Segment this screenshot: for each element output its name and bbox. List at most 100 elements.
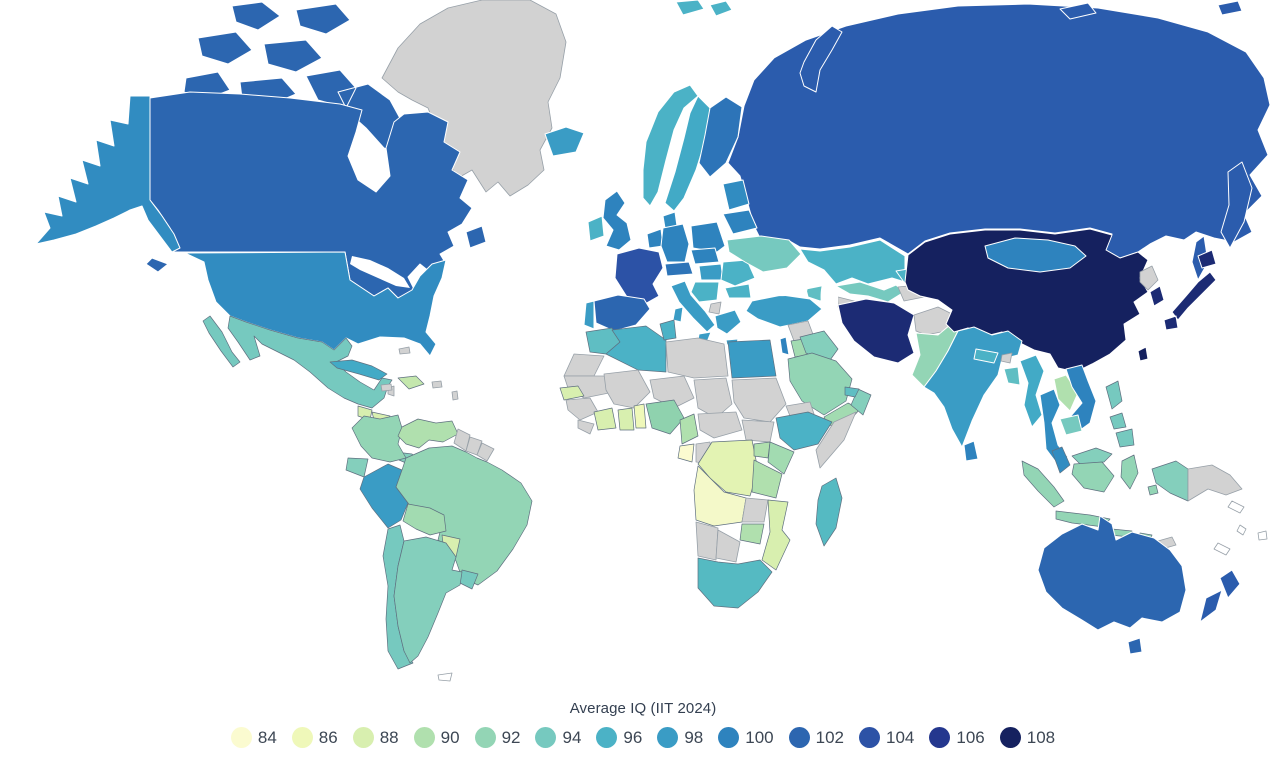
country-germany[interactable] xyxy=(660,223,690,263)
country-algeria[interactable] xyxy=(605,325,667,373)
country-bhutan[interactable] xyxy=(1000,352,1013,364)
country-belarus[interactable] xyxy=(722,209,758,235)
country-france[interactable] xyxy=(614,247,664,306)
country-mali[interactable] xyxy=(603,369,651,409)
country-central-african-republic[interactable] xyxy=(697,411,743,439)
country-taiwan[interactable] xyxy=(1137,346,1149,362)
country-kenya[interactable] xyxy=(767,441,795,475)
country-usa-alaska[interactable] xyxy=(35,95,181,253)
country-cuba[interactable] xyxy=(329,359,388,381)
country-venezuela[interactable] xyxy=(397,418,459,449)
country-philippines[interactable] xyxy=(1105,380,1135,448)
country-sudan[interactable] xyxy=(731,377,787,423)
country-united-kingdom[interactable] xyxy=(602,190,632,251)
country-north-korea[interactable] xyxy=(1139,265,1159,291)
country-lesser-antilles[interactable] xyxy=(451,390,459,401)
country-mongolia[interactable] xyxy=(984,237,1087,273)
country-falkland-islands[interactable] xyxy=(437,672,453,682)
country-russia-kamchatka[interactable] xyxy=(799,0,1253,281)
country-sri-lanka[interactable] xyxy=(963,440,979,462)
country-austria-switzerland[interactable] xyxy=(664,261,694,277)
country-jamaica[interactable] xyxy=(380,383,393,392)
country-botswana[interactable] xyxy=(715,529,741,563)
country-south-sudan[interactable] xyxy=(741,419,775,443)
country-hungary[interactable] xyxy=(698,263,724,281)
country-namibia[interactable] xyxy=(695,521,719,561)
country-israel[interactable] xyxy=(779,336,790,356)
country-uganda[interactable] xyxy=(753,441,771,459)
country-china[interactable] xyxy=(904,228,1149,373)
country-argentina[interactable] xyxy=(393,536,463,664)
country-italy[interactable] xyxy=(670,280,716,343)
country-australia[interactable] xyxy=(1037,515,1187,655)
country-iceland[interactable] xyxy=(544,126,585,157)
country-ghana[interactable] xyxy=(617,407,635,431)
country-tanzania[interactable] xyxy=(751,459,783,499)
country-south-africa[interactable] xyxy=(697,557,773,609)
country-niger[interactable] xyxy=(649,375,695,409)
country-cameroon[interactable] xyxy=(679,413,699,445)
country-french-guiana[interactable] xyxy=(476,442,495,462)
country-zambia[interactable] xyxy=(741,497,769,523)
country-malaysia-peninsular[interactable] xyxy=(1051,446,1071,474)
country-spain[interactable] xyxy=(593,294,651,332)
country-portugal[interactable] xyxy=(583,300,595,330)
country-chad[interactable] xyxy=(693,377,733,419)
country-albania-nmk[interactable] xyxy=(708,301,722,315)
country-poland[interactable] xyxy=(690,221,726,253)
country-cote-divoire[interactable] xyxy=(593,407,617,431)
country-nepal[interactable] xyxy=(973,348,999,364)
country-zimbabwe[interactable] xyxy=(739,523,765,545)
country-russia[interactable] xyxy=(727,3,1271,259)
country-saudi-arabia[interactable] xyxy=(787,352,853,416)
country-czechia-slovakia[interactable] xyxy=(690,247,720,265)
country-south-korea[interactable] xyxy=(1149,285,1165,307)
country-ukraine[interactable] xyxy=(726,235,802,273)
country-bahamas[interactable] xyxy=(398,346,411,355)
country-guinea[interactable] xyxy=(565,397,599,421)
country-western-balkans[interactable] xyxy=(690,281,720,303)
country-new-zealand[interactable] xyxy=(1199,569,1241,623)
country-norway[interactable] xyxy=(642,84,699,207)
country-kazakhstan[interactable] xyxy=(799,239,906,285)
country-iraq[interactable] xyxy=(799,330,839,364)
country-angola[interactable] xyxy=(693,465,747,527)
country-bolivia[interactable] xyxy=(402,503,447,536)
country-myanmar[interactable] xyxy=(1019,354,1045,428)
country-madagascar[interactable] xyxy=(815,477,843,547)
country-togo-benin[interactable] xyxy=(633,403,647,429)
country-tunisia[interactable] xyxy=(659,319,677,341)
country-finland[interactable] xyxy=(698,96,743,178)
country-colombia[interactable] xyxy=(351,414,407,463)
country-egypt[interactable] xyxy=(727,339,777,379)
country-indonesia-papua[interactable] xyxy=(1151,460,1189,502)
country-ireland[interactable] xyxy=(587,215,605,242)
country-bangladesh[interactable] xyxy=(1003,366,1021,386)
country-papua-new-guinea[interactable] xyxy=(1187,464,1243,502)
country-western-sahara[interactable] xyxy=(563,353,605,377)
country-ethiopia[interactable] xyxy=(775,411,833,451)
country-ecuador[interactable] xyxy=(345,457,369,478)
country-greece[interactable] xyxy=(714,309,742,346)
country-somalia[interactable] xyxy=(815,411,857,469)
country-nigeria[interactable] xyxy=(645,399,685,435)
country-svalbard[interactable] xyxy=(675,0,733,17)
country-turkey[interactable] xyxy=(745,294,823,328)
country-malaysia-east[interactable] xyxy=(1071,447,1113,465)
country-puerto-rico[interactable] xyxy=(431,380,443,389)
country-peru[interactable] xyxy=(359,463,409,529)
country-senegal[interactable] xyxy=(559,385,585,401)
country-iran[interactable] xyxy=(837,298,915,364)
country-libya[interactable] xyxy=(665,337,729,379)
country-baltic-states[interactable] xyxy=(722,179,750,211)
country-bulgaria[interactable] xyxy=(724,283,752,299)
country-japan[interactable] xyxy=(1163,249,1217,331)
country-pacific-islands[interactable] xyxy=(1213,500,1268,556)
country-sierra-leone-liberia[interactable] xyxy=(577,419,595,435)
country-dr-congo[interactable] xyxy=(697,439,759,497)
country-uae[interactable] xyxy=(844,386,860,398)
country-mozambique[interactable] xyxy=(761,499,791,571)
country-cambodia[interactable] xyxy=(1059,414,1083,436)
country-hispaniola[interactable] xyxy=(397,375,425,390)
country-gabon[interactable] xyxy=(677,443,695,463)
